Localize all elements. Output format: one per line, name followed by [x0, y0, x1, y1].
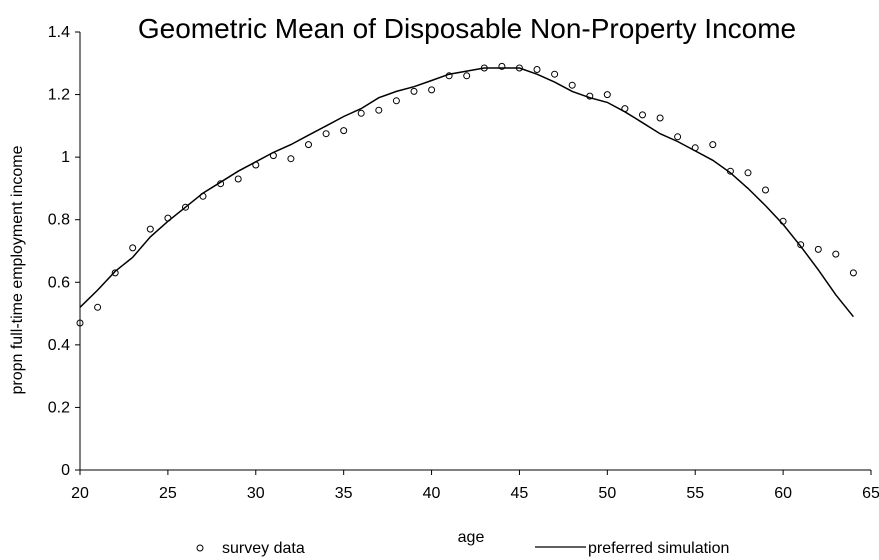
survey-data-point	[199, 192, 207, 200]
survey-data-point	[814, 245, 822, 253]
x-tick-label: 50	[598, 485, 616, 502]
survey-data-point	[797, 241, 805, 249]
survey-data-point	[252, 161, 260, 169]
survey-data-point	[691, 144, 699, 152]
survey-data-point	[639, 111, 646, 119]
survey-data-point	[744, 169, 752, 177]
y-tick-label: 1	[61, 149, 70, 166]
survey-data-point	[515, 64, 523, 72]
survey-data-point	[375, 106, 383, 114]
x-tick-label: 40	[423, 485, 441, 502]
legend-label-survey-data: survey data	[222, 540, 305, 557]
survey-data-point	[357, 109, 365, 117]
survey-data-point	[586, 92, 594, 100]
survey-data-point	[146, 225, 154, 233]
survey-data-point	[217, 180, 225, 188]
legend-marker-survey-data	[196, 544, 204, 552]
survey-data-point	[832, 250, 840, 258]
survey-data-point	[603, 91, 611, 99]
y-tick-label: 0	[61, 462, 70, 479]
survey-data-point	[445, 72, 453, 80]
legend: survey data preferred simulation	[196, 540, 729, 557]
survey-data-point	[849, 269, 857, 277]
y-axis-label: propn full-time employment income	[9, 145, 26, 394]
survey-data-point	[480, 64, 488, 72]
survey-data-point	[621, 105, 629, 113]
survey-data-point	[340, 127, 348, 135]
survey-data-point	[551, 70, 559, 78]
x-tick-label: 45	[511, 485, 529, 502]
x-axis-label: age	[458, 529, 485, 546]
survey-data-point	[322, 130, 330, 138]
survey-data-point	[463, 72, 471, 80]
y-tick-label: 1.2	[48, 87, 70, 104]
survey-data-point	[111, 269, 119, 277]
y-tick-label: 1.4	[48, 24, 70, 41]
survey-data-point	[709, 141, 717, 149]
survey-data-point	[94, 303, 102, 311]
survey-data-point	[392, 97, 400, 105]
x-tick-label: 25	[159, 485, 177, 502]
survey-data-point	[726, 167, 734, 175]
survey-data-point	[674, 133, 682, 141]
survey-data-point	[428, 86, 436, 94]
y-ticks: 0 0.2 0.4 0.6 0.8 1 1.2 1.4	[48, 24, 80, 479]
x-tick-label: 20	[71, 485, 89, 502]
survey-data-point	[234, 175, 242, 183]
survey-data-point	[410, 87, 418, 95]
survey-data-point	[779, 217, 787, 225]
survey-data-point	[762, 186, 769, 194]
series-line-preferred-simulation	[79, 67, 854, 318]
y-tick-label: 0.4	[48, 337, 70, 354]
survey-data-point	[656, 114, 664, 122]
survey-data-point	[568, 81, 576, 89]
survey-data-point	[182, 203, 189, 211]
survey-data-point	[269, 152, 277, 160]
survey-data-point	[305, 141, 312, 149]
y-tick-label: 0.2	[48, 399, 70, 416]
series-survey-data-points	[76, 62, 857, 327]
x-tick-label: 30	[247, 485, 265, 502]
axes	[79, 32, 871, 471]
x-tick-label: 65	[862, 485, 879, 502]
survey-data-point	[287, 155, 295, 163]
x-tick-label: 60	[774, 485, 792, 502]
survey-data-point	[76, 319, 84, 327]
x-tick-label: 35	[335, 485, 353, 502]
survey-data-point	[164, 214, 172, 222]
x-tick-label: 55	[686, 485, 704, 502]
y-tick-label: 0.8	[48, 212, 70, 229]
survey-data-point	[129, 244, 137, 252]
x-ticks: 20 25 30 35 40 45 50 55 60 65	[71, 470, 879, 502]
legend-label-preferred-simulation: preferred simulation	[588, 540, 729, 557]
survey-data-point	[533, 66, 541, 73]
survey-data-point	[498, 62, 506, 70]
y-tick-label: 0.6	[48, 274, 70, 291]
chart-title: Geometric Mean of Disposable Non-Propert…	[138, 13, 796, 44]
